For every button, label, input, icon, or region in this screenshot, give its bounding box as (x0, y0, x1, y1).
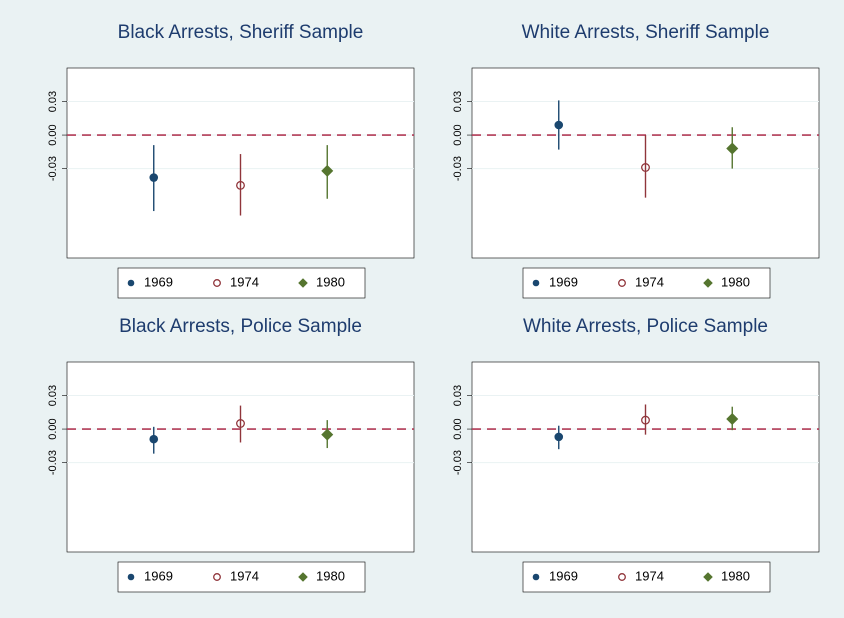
point (236, 180, 245, 190)
legend-label: 1980 (316, 274, 345, 289)
legend-marker (703, 278, 713, 288)
y-tick-label: 0.03 (452, 385, 464, 406)
panel: Black Arrests, Police Sample -0.03 0.00 0.0… (47, 316, 415, 593)
legend-marker (213, 279, 221, 287)
point (726, 142, 739, 155)
legend-label: 1980 (316, 568, 345, 583)
point (149, 173, 159, 182)
legend-marker (298, 572, 308, 582)
panel-title: Black Arrests, Police Sample (119, 316, 362, 337)
panel: Black Arrests, Sheriff Sample -0.03 0.00 0.… (47, 22, 415, 299)
panel: White Arrests, Police Sample -0.03 0.00 0.0… (452, 316, 820, 593)
legend-label: 1974 (635, 274, 664, 289)
legend-label: 1974 (230, 568, 259, 583)
y-tick-label: -0.03 (452, 156, 464, 181)
legend-label: 1969 (144, 568, 173, 583)
legend-marker (703, 572, 713, 582)
plot-area (66, 361, 415, 553)
legend-marker (213, 573, 221, 581)
point (149, 434, 159, 444)
legend-label: 1980 (721, 568, 750, 583)
legend-label: 1974 (230, 274, 259, 289)
y-tick-label: 0.00 (452, 418, 464, 439)
legend-marker (532, 573, 540, 581)
legend-label: 1969 (144, 274, 173, 289)
legend-label: 1980 (721, 274, 750, 289)
legend-label: 1974 (635, 568, 664, 583)
y-tick-label: 0.03 (452, 91, 464, 112)
legend-box (522, 267, 771, 299)
point (641, 415, 650, 425)
y-tick-label: 0.00 (47, 418, 59, 439)
point (726, 413, 739, 425)
point (554, 432, 564, 442)
y-tick-label: -0.03 (47, 156, 59, 181)
legend-label: 1969 (549, 568, 578, 583)
point (321, 164, 334, 177)
legend-label: 1969 (549, 274, 578, 289)
point (321, 428, 334, 441)
point (641, 163, 650, 172)
y-tick-label: -0.03 (47, 450, 59, 475)
point (236, 419, 245, 428)
panel-title: Black Arrests, Sheriff Sample (118, 22, 364, 43)
legend-marker (618, 573, 626, 581)
legend-box (522, 561, 771, 593)
y-tick-label: 0.00 (47, 124, 59, 145)
legend-marker (532, 279, 540, 287)
y-tick-label: 0.03 (47, 385, 59, 406)
panel-title: White Arrests, Sheriff Sample (522, 22, 770, 43)
y-tick-label: -0.03 (452, 450, 464, 475)
legend-marker (618, 279, 626, 287)
legend-box (117, 561, 366, 593)
y-tick-label: 0.03 (47, 91, 59, 112)
point (554, 120, 564, 130)
legend-box (117, 267, 366, 299)
panel-title: White Arrests, Police Sample (523, 316, 768, 337)
y-tick-label: 0.00 (452, 124, 464, 145)
plot-area (471, 361, 820, 553)
panel: White Arrests, Sheriff Sample -0.03 0.00 0.… (452, 22, 820, 299)
legend-marker (127, 573, 135, 581)
legend-marker (127, 279, 135, 287)
